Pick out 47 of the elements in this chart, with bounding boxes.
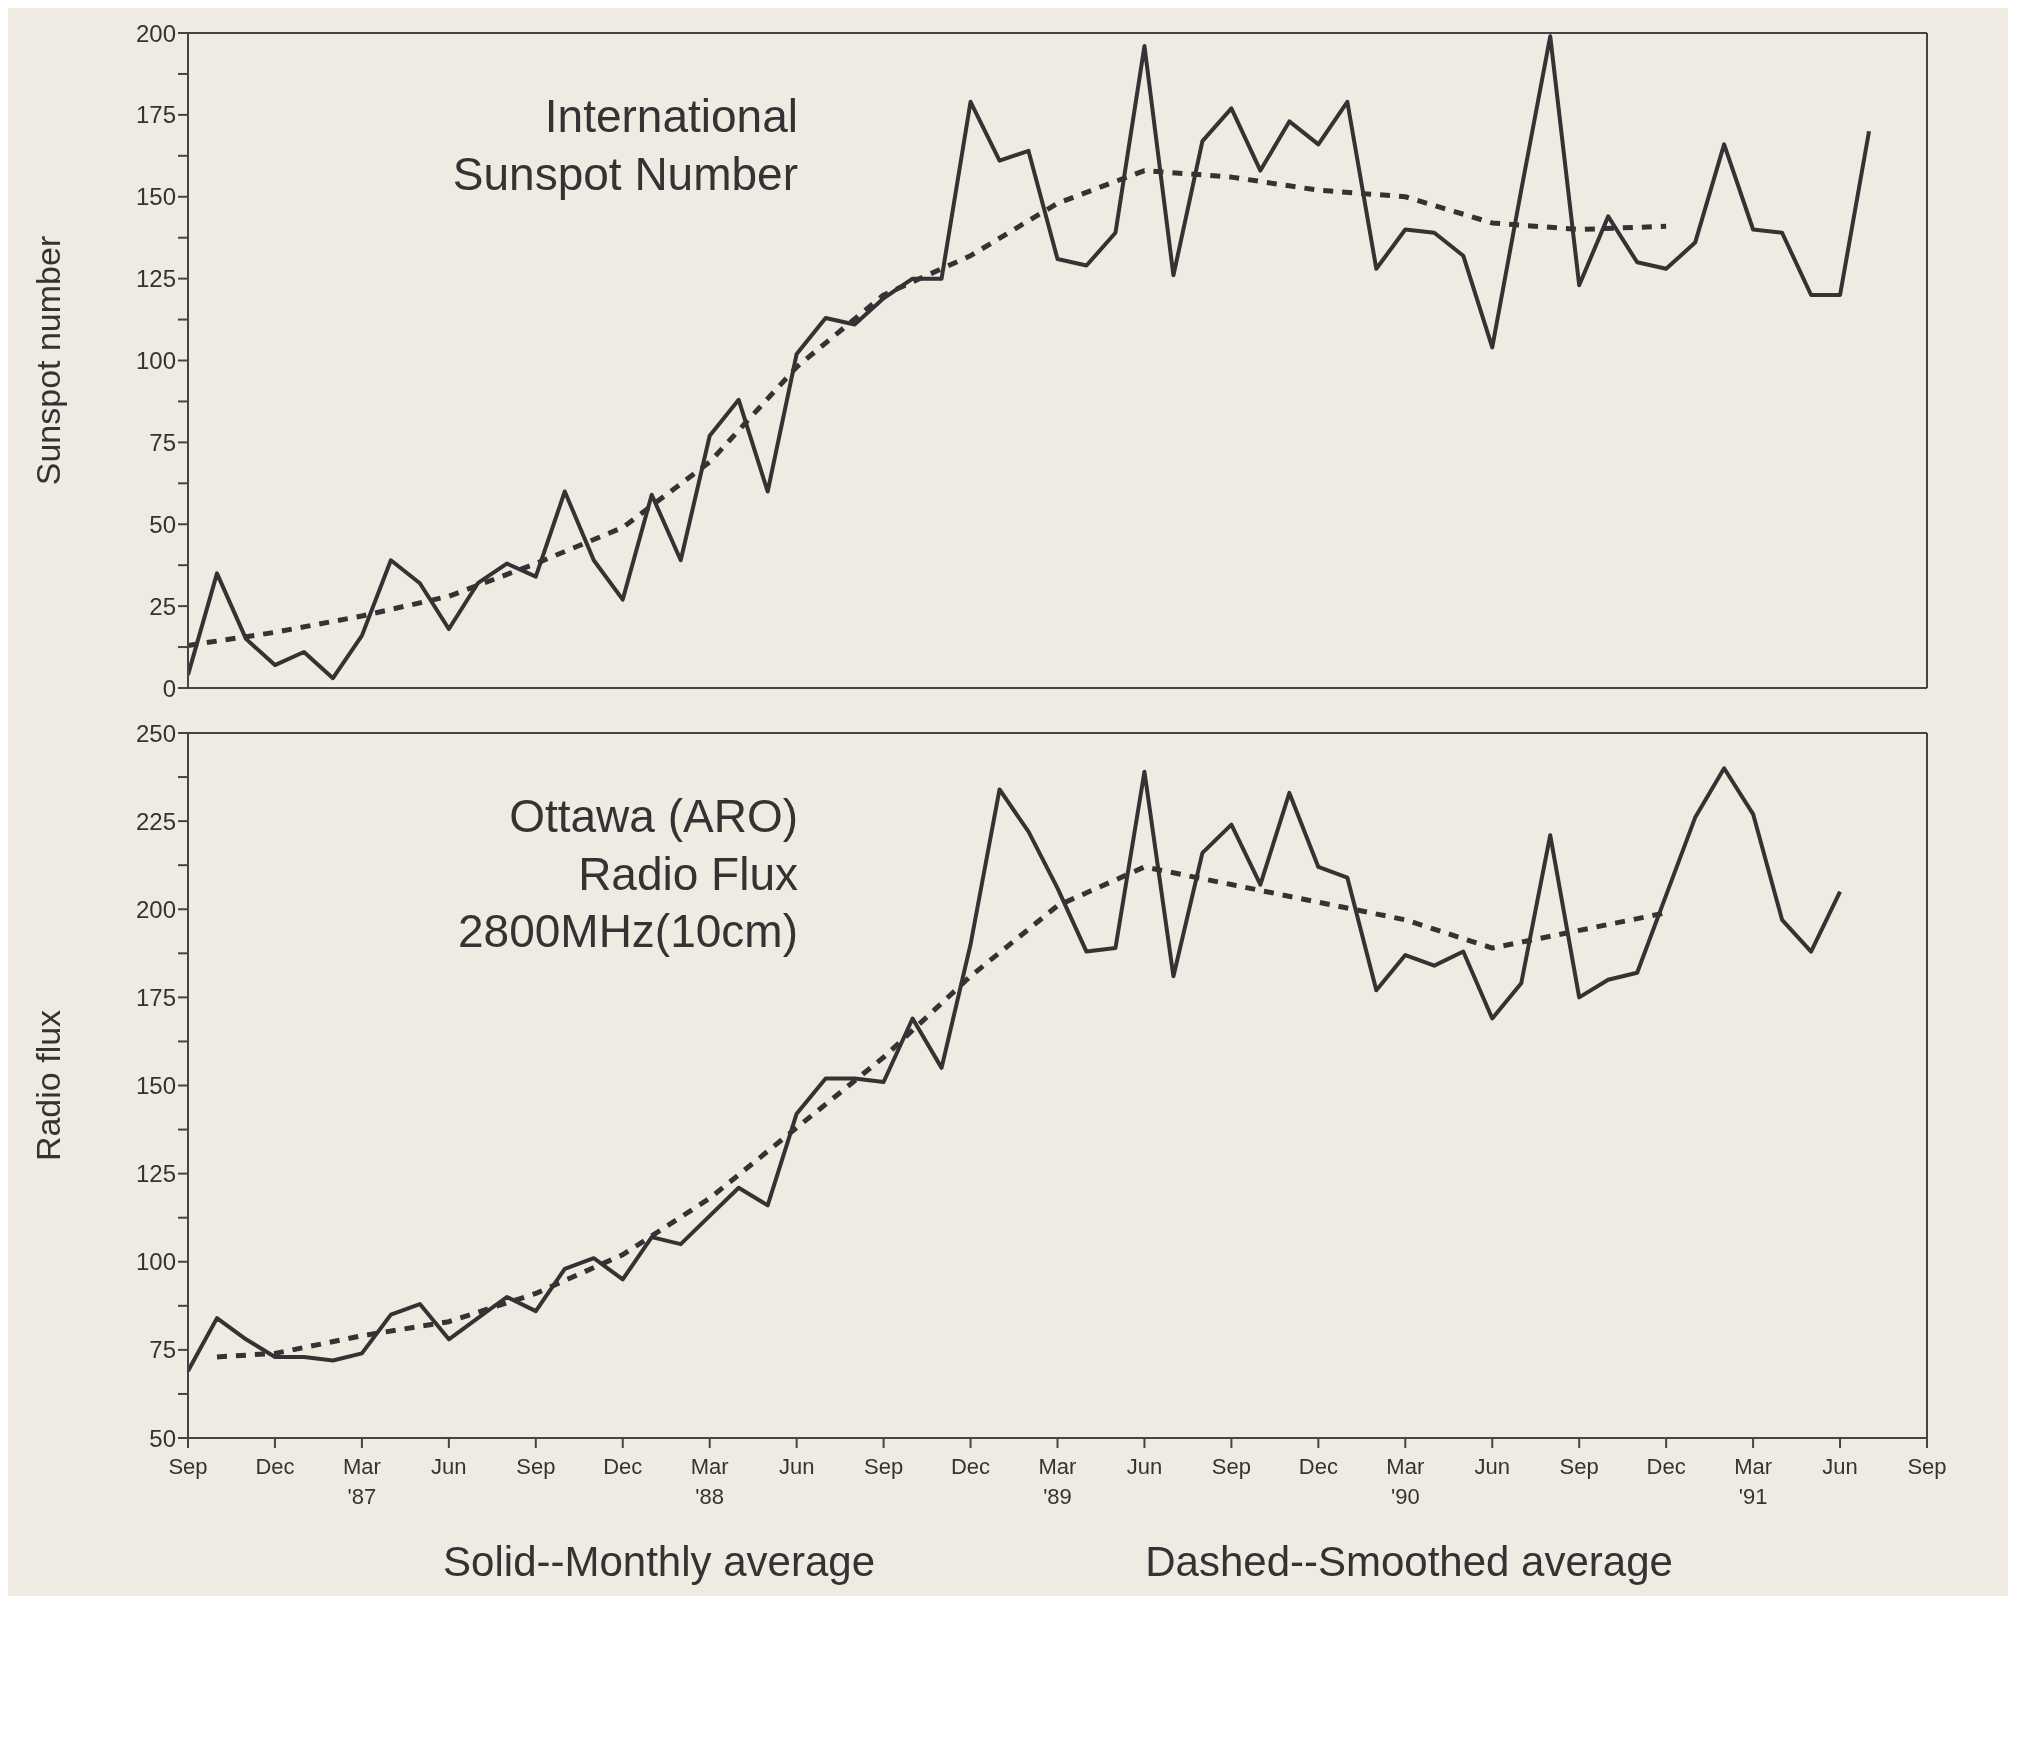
x-tick-label: Mar '90: [1386, 1454, 1425, 1509]
y-tick-label: 225: [135, 807, 176, 835]
y-tick-label: 150: [135, 183, 176, 211]
text: Solid--Monthly average: [443, 1538, 875, 1586]
text: Dashed--Smoothed average: [1145, 1538, 1673, 1586]
x-tick-label: Dec: [603, 1454, 643, 1479]
x-tick-label: Mar '91: [1734, 1454, 1773, 1509]
x-tick-label: Sep: [516, 1454, 556, 1479]
y-tick-label: 150: [135, 1072, 176, 1100]
y-tick-label: 125: [135, 265, 176, 293]
y-axis-title: Radio flux: [29, 1009, 68, 1162]
y-axis-title: Sunspot number: [29, 235, 68, 486]
y-tick-label: 100: [135, 347, 176, 375]
x-tick-label: Mar '88: [690, 1454, 729, 1509]
x-tick-label: Dec: [255, 1454, 295, 1479]
x-tick-label: Sep: [1211, 1454, 1251, 1479]
x-tick-label: Sep: [1907, 1454, 1947, 1479]
x-tick-label: Mar '89: [1038, 1454, 1077, 1509]
annotation: Ottawa (ARO) Radio Flux 2800MHz(10cm): [457, 789, 798, 959]
y-tick-label: 200: [135, 19, 176, 47]
y-tick-label: 175: [135, 101, 176, 129]
y-tick-label: 125: [135, 1160, 176, 1188]
y-tick-label: 25: [149, 592, 176, 620]
x-tick-label: Jun: [778, 1454, 815, 1479]
x-tick-label: Mar '87: [342, 1454, 381, 1509]
x-tick-label: Dec: [1298, 1454, 1338, 1479]
y-tick-label: 75: [149, 428, 176, 456]
y-tick-label: 50: [149, 510, 176, 538]
y-tick-label: 75: [149, 1336, 176, 1364]
x-tick-label: Sep: [864, 1454, 904, 1479]
x-tick-label: Jun: [431, 1454, 467, 1479]
x-tick-label: Dec: [950, 1454, 991, 1479]
line-series: [188, 34, 1872, 681]
y-tick-label: 200: [135, 895, 176, 923]
y-tick-label: 0: [162, 674, 176, 702]
x-tick-label: Jun: [1126, 1454, 1163, 1479]
annotation: International Sunspot Number: [451, 89, 798, 202]
y-tick-label: 50: [149, 1424, 176, 1452]
y-tick-label: 100: [135, 1248, 176, 1276]
x-tick-label: Sep: [168, 1454, 208, 1479]
y-tick-label: 250: [135, 719, 176, 747]
x-tick-label: Sep: [1559, 1454, 1599, 1479]
line-series: [188, 766, 1843, 1374]
x-tick-label: Dec: [1646, 1454, 1686, 1479]
x-tick-label: Jun: [1822, 1454, 1858, 1479]
y-tick-label: 175: [135, 983, 176, 1011]
x-tick-label: Jun: [1474, 1454, 1510, 1479]
